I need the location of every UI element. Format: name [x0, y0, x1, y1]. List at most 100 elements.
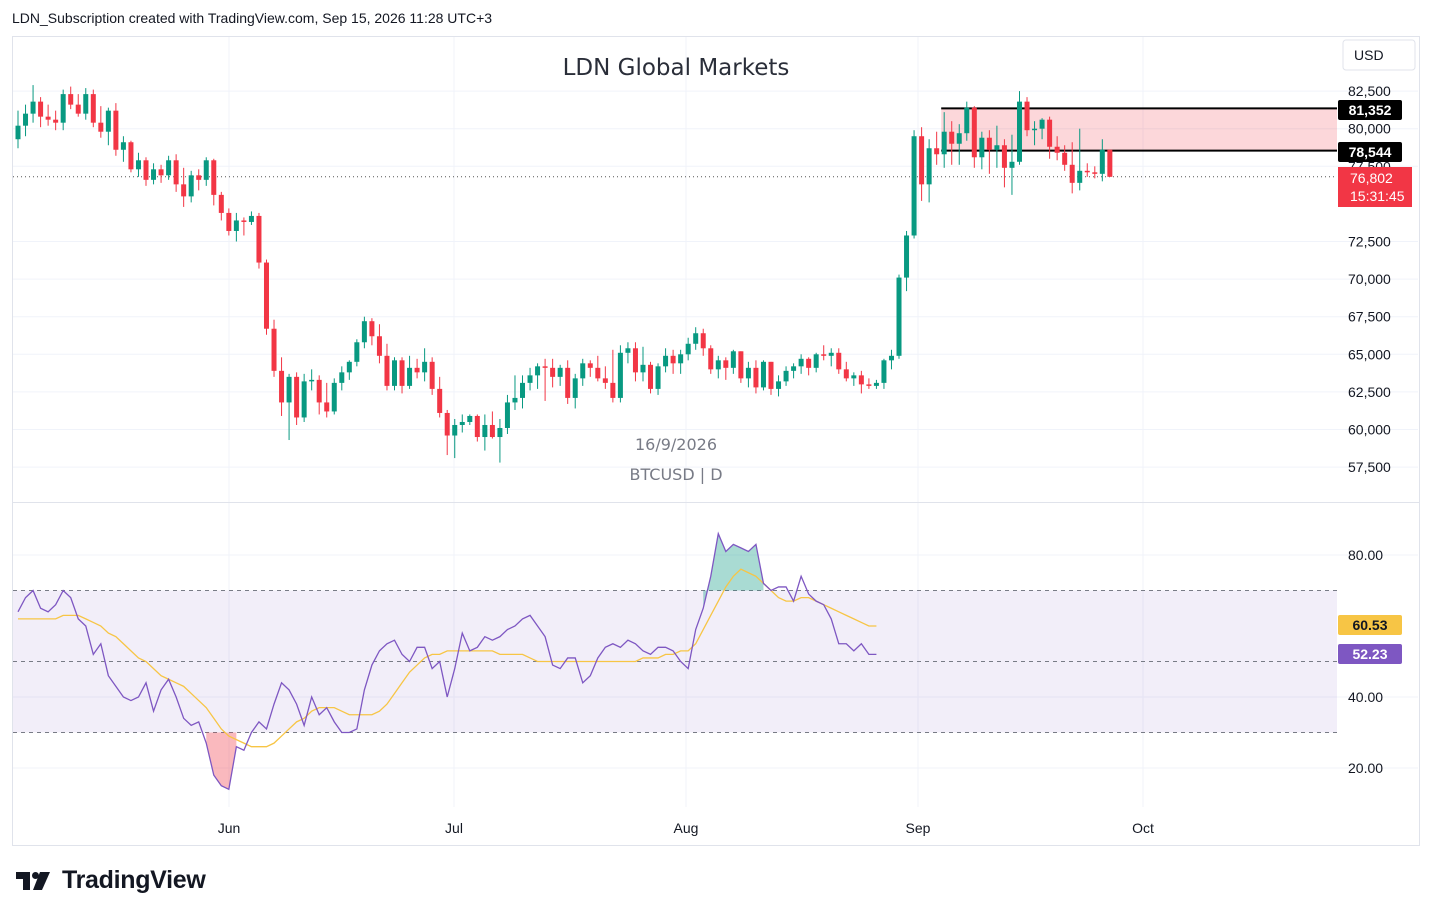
zone-top-price-label-bg [1338, 100, 1402, 120]
rsi-layer [13, 531, 1337, 791]
candle-body [467, 415, 473, 422]
price-tick-label: 57,500 [1348, 459, 1391, 475]
rsi-tick-label: 20.00 [1348, 760, 1383, 776]
tradingview-brand[interactable]: TradingView [16, 866, 206, 895]
candle-body [866, 384, 872, 386]
supply-zone [941, 108, 1337, 151]
price-tick-label: 62,500 [1348, 384, 1391, 400]
candle-body [444, 412, 450, 436]
candle-body [437, 388, 443, 413]
candle-body [745, 367, 751, 379]
candle-body [38, 101, 44, 117]
candle-body [68, 94, 74, 105]
candle-body [482, 424, 488, 438]
date-watermark: 16/9/2026 [635, 435, 717, 454]
candle-body [241, 220, 247, 222]
price-tick-label: 67,500 [1348, 309, 1391, 325]
candle-body [723, 360, 729, 368]
candle-body [376, 336, 382, 356]
rsi-ma-value-label: 60.53 [1352, 617, 1387, 633]
price-tick-label: 72,500 [1348, 234, 1391, 250]
candle-body [949, 131, 955, 144]
candle-body [354, 342, 360, 362]
candle-body [135, 160, 141, 170]
candle-body [806, 358, 812, 368]
candle-body [294, 376, 300, 418]
candle-body [557, 367, 563, 377]
time-tick-label: Aug [674, 820, 699, 836]
candle-body [730, 351, 736, 368]
candle-body [60, 94, 66, 123]
candle-body [670, 355, 676, 364]
candle-body [384, 355, 390, 386]
candle-body [279, 370, 285, 403]
candle-body [143, 160, 149, 180]
candle-body [813, 354, 819, 368]
price-labels-layer: 81,352 78,544 76,802 15:31:45 60.53 52.23 USD [1338, 39, 1416, 664]
candle-body [120, 142, 126, 150]
candle-body [572, 378, 578, 398]
candle-body [414, 367, 420, 373]
candle-body [1092, 172, 1098, 174]
candle-body [30, 101, 36, 114]
last-price-label: 76,802 [1350, 170, 1393, 186]
candle-body [971, 107, 977, 158]
axis-layer: 82,50080,00077,50072,50070,00067,50065,0… [218, 83, 1391, 836]
candle-body [911, 136, 917, 236]
rsi-tick-label: 80.00 [1348, 547, 1383, 563]
candle-body [158, 169, 164, 176]
candle-body [504, 402, 510, 428]
candle-body [248, 215, 254, 222]
candle-body [896, 277, 902, 356]
rsi-ma-value-label-bg [1338, 615, 1402, 635]
candle-body [218, 194, 224, 213]
rsi-line [17, 531, 877, 791]
time-tick-label: Oct [1132, 820, 1154, 836]
candle-body [83, 94, 89, 114]
candle-body [836, 352, 842, 370]
candle-body [520, 382, 526, 398]
candle-body [452, 424, 458, 436]
candle-body [263, 262, 269, 329]
candle-body [151, 169, 157, 180]
candle-body [926, 148, 932, 185]
candle-body [256, 215, 262, 263]
candle-body [512, 397, 518, 403]
candle-body [188, 175, 194, 197]
candle-body [858, 375, 864, 385]
candle-body [550, 367, 556, 377]
tradingview-wordmark: TradingView [62, 866, 206, 894]
candle-body [233, 220, 239, 231]
candle-body [1024, 101, 1030, 131]
candle-body [964, 107, 970, 134]
candle-body [595, 367, 601, 379]
rsi-value-label-bg [1338, 644, 1402, 664]
candle-body [1001, 145, 1007, 168]
candle-body [196, 175, 202, 180]
tradingview-logo-icon [16, 871, 50, 890]
rsi-overbought-fill [703, 533, 764, 609]
candle-body [316, 379, 322, 403]
candle-body [1039, 119, 1045, 129]
candle-body [309, 379, 315, 382]
candle-body [587, 363, 593, 368]
candle-body [715, 360, 721, 370]
candle-body [211, 160, 217, 195]
candle-body [678, 354, 684, 364]
symbol-watermark: BTCUSD | D [629, 465, 722, 484]
candle-body [399, 360, 405, 386]
candle-body [173, 160, 179, 185]
candle-body [181, 184, 187, 197]
candle-body [979, 137, 985, 158]
candle-body [361, 321, 367, 343]
currency-button[interactable]: USD [1354, 47, 1384, 63]
candle-body [105, 110, 111, 132]
candle-body [301, 381, 307, 418]
candle-body [75, 104, 81, 114]
last-price-tag-bg [1338, 167, 1412, 207]
rsi-tick-label: 40.00 [1348, 689, 1383, 705]
rsi-ma-line [18, 568, 877, 748]
countdown-label: 15:31:45 [1350, 188, 1405, 204]
supply-zone-layer [941, 107, 1337, 152]
